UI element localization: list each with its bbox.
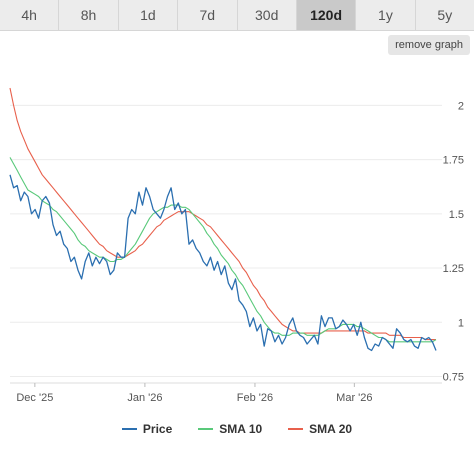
legend-swatch-sma20 xyxy=(288,428,304,430)
x-tick-label: Feb '26 xyxy=(237,392,273,404)
legend-label-price: Price xyxy=(142,422,173,436)
series-line-price xyxy=(9,174,437,352)
y-tick-label: 1.5 xyxy=(449,209,464,221)
x-tick-label: Mar '26 xyxy=(336,392,372,404)
y-tick-label: 0.75 xyxy=(443,371,464,383)
tab-7d[interactable]: 7d xyxy=(178,0,238,30)
y-tick-label: 1 xyxy=(458,317,464,329)
remove-graph-button[interactable]: remove graph xyxy=(388,35,470,55)
legend-label-sma20: SMA 20 xyxy=(309,422,353,436)
legend-swatch-sma10 xyxy=(198,428,214,430)
series-line-sma10 xyxy=(9,157,437,343)
chart-legend: Price SMA 10 SMA 20 xyxy=(0,420,474,438)
legend-item-price[interactable]: Price xyxy=(121,422,173,436)
tab-4h[interactable]: 4h xyxy=(0,0,60,30)
x-axis-ticks: Dec '25 Jan '26 Feb '26 Mar '26 xyxy=(16,383,373,404)
y-axis-labels: 0.75 1 1.25 1.5 1.75 2 xyxy=(443,100,464,383)
legend-item-sma10[interactable]: SMA 10 xyxy=(198,422,262,436)
y-tick-label: 1.75 xyxy=(443,155,464,167)
x-tick-label: Jan '26 xyxy=(127,392,162,404)
grid-lines xyxy=(10,104,442,384)
series-lines xyxy=(9,87,437,352)
tab-1d[interactable]: 1d xyxy=(118,0,179,30)
tab-1y[interactable]: 1y xyxy=(356,0,416,30)
legend-item-sma20[interactable]: SMA 20 xyxy=(288,422,352,436)
x-tick-label: Dec '25 xyxy=(16,392,53,404)
y-tick-label: 1.25 xyxy=(443,263,464,275)
legend-label-sma10: SMA 10 xyxy=(219,422,263,436)
y-tick-label: 2 xyxy=(458,100,464,112)
tab-30d[interactable]: 30d xyxy=(237,0,297,30)
timeframe-tabs: 4h 8h 1d 7d 30d 120d 1y 5y xyxy=(0,0,474,31)
tab-120d[interactable]: 120d xyxy=(296,0,357,30)
legend-swatch-price xyxy=(121,428,137,430)
tab-5y[interactable]: 5y xyxy=(415,0,474,30)
tab-8h[interactable]: 8h xyxy=(59,0,119,30)
series-line-sma20 xyxy=(9,87,436,341)
